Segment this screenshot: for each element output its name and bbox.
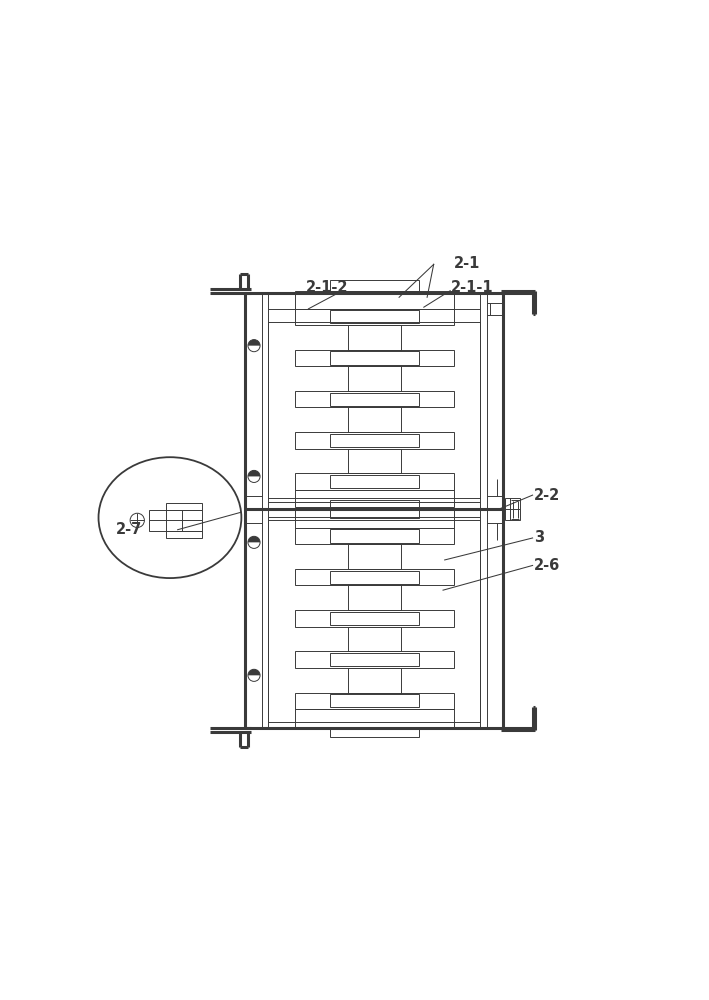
- Bar: [330, 507, 419, 518]
- Text: 2-1-1: 2-1-1: [451, 280, 494, 295]
- Bar: [150, 510, 201, 531]
- Bar: [295, 569, 454, 585]
- Bar: [295, 309, 454, 325]
- Wedge shape: [248, 470, 260, 476]
- Bar: [348, 449, 401, 473]
- Bar: [330, 653, 419, 666]
- Bar: [330, 529, 419, 543]
- Text: 2-1-2: 2-1-2: [306, 280, 348, 295]
- Bar: [330, 310, 419, 323]
- Bar: [348, 627, 401, 651]
- Bar: [330, 727, 419, 737]
- Bar: [295, 350, 454, 366]
- Bar: [330, 393, 419, 406]
- Bar: [295, 610, 454, 627]
- Bar: [295, 391, 454, 407]
- Wedge shape: [248, 536, 260, 542]
- Bar: [295, 490, 454, 507]
- Bar: [295, 693, 454, 709]
- Bar: [268, 322, 481, 498]
- Bar: [348, 407, 401, 432]
- Bar: [330, 434, 419, 447]
- Bar: [295, 432, 454, 449]
- Bar: [348, 544, 401, 569]
- Bar: [348, 668, 401, 693]
- Text: 2-7: 2-7: [116, 522, 143, 537]
- Bar: [348, 585, 401, 610]
- Bar: [330, 694, 419, 707]
- Text: 3: 3: [534, 530, 544, 545]
- Bar: [295, 473, 454, 490]
- Bar: [330, 500, 419, 510]
- Bar: [330, 351, 419, 365]
- Bar: [295, 709, 454, 727]
- Wedge shape: [248, 340, 260, 346]
- Bar: [268, 520, 481, 722]
- Bar: [348, 366, 401, 391]
- Bar: [295, 528, 454, 544]
- Text: 2-2: 2-2: [534, 488, 560, 503]
- Wedge shape: [248, 669, 260, 675]
- Bar: [330, 612, 419, 625]
- Bar: [330, 280, 419, 291]
- Bar: [505, 498, 520, 520]
- Bar: [295, 651, 454, 668]
- Bar: [330, 475, 419, 488]
- Bar: [295, 291, 454, 309]
- Text: 2-6: 2-6: [534, 558, 560, 573]
- Text: 2-1: 2-1: [454, 256, 481, 271]
- Bar: [330, 571, 419, 584]
- Bar: [348, 325, 401, 350]
- Bar: [295, 510, 454, 528]
- Bar: [166, 531, 201, 538]
- Bar: [166, 503, 201, 510]
